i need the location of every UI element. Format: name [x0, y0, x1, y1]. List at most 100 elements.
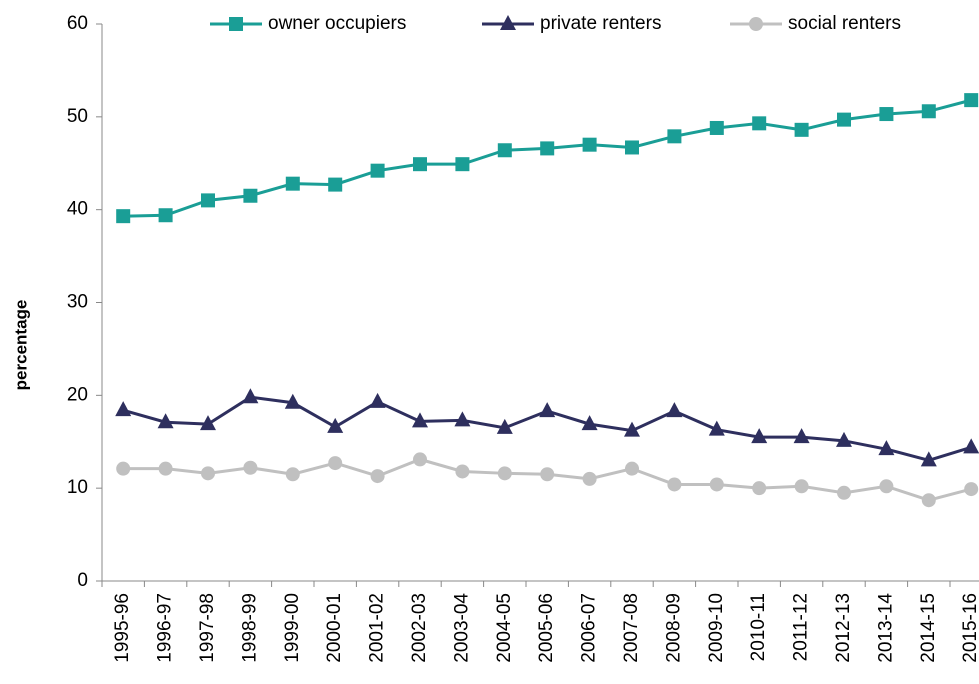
y-tick-label: 40 [67, 199, 88, 220]
y-tick-label: 10 [67, 477, 88, 498]
data-point [624, 421, 640, 437]
data-point [243, 460, 258, 475]
data-point [837, 112, 851, 127]
y-axis-label: percentage [11, 300, 30, 391]
data-point [879, 479, 894, 494]
data-point [242, 388, 259, 404]
data-point [667, 129, 682, 144]
data-point [625, 140, 639, 155]
data-point [709, 477, 724, 492]
data-point [158, 461, 173, 476]
x-tick-label: 2013-14 [875, 593, 896, 663]
x-tick-label: 1997-98 [197, 593, 218, 663]
data-point [413, 452, 427, 467]
data-point [794, 122, 809, 137]
data-point [158, 208, 173, 223]
data-point [327, 417, 344, 433]
data-point [878, 440, 895, 456]
data-point [413, 157, 427, 172]
legend-label: social renters [788, 13, 901, 34]
data-point [581, 415, 598, 431]
x-tick-label: 2000-01 [324, 593, 345, 663]
data-point [794, 479, 809, 494]
x-tick-label: 2011-12 [791, 593, 812, 661]
data-point [539, 402, 556, 418]
data-point [243, 188, 258, 203]
data-point [455, 464, 470, 479]
data-point [879, 107, 894, 122]
data-point [752, 481, 767, 496]
data-point [157, 413, 174, 429]
data-point [751, 428, 768, 444]
y-tick-label: 50 [67, 106, 88, 127]
data-point [201, 193, 215, 208]
y-tick-label: 60 [67, 13, 88, 34]
data-point [667, 477, 682, 492]
x-tick-label: 1995-96 [112, 593, 133, 663]
x-tick-label: 2004-05 [494, 593, 515, 663]
x-tick-label: 2007-08 [621, 593, 642, 663]
data-point [964, 93, 979, 108]
data-point [666, 402, 683, 418]
data-point [793, 428, 810, 444]
data-point [116, 209, 131, 224]
x-tick-label: 2001-02 [367, 593, 388, 663]
legend-marker [749, 17, 763, 31]
data-point [454, 411, 471, 427]
data-point [582, 137, 597, 152]
data-point [328, 456, 343, 471]
data-point [115, 401, 132, 417]
data-point [836, 431, 852, 447]
x-tick-label: 1998-99 [239, 593, 260, 663]
legend-label: private renters [540, 13, 661, 34]
x-tick-label: 2002-03 [409, 593, 430, 663]
legend-marker [500, 15, 516, 30]
data-point [921, 104, 936, 119]
data-point [497, 466, 512, 481]
data-point [285, 176, 300, 191]
y-tick-label: 0 [77, 570, 88, 591]
x-tick-label: 2012-13 [833, 593, 854, 663]
data-point [285, 467, 300, 482]
data-point [625, 461, 639, 476]
data-point [920, 451, 937, 467]
x-tick-label: 2009-10 [706, 593, 727, 663]
x-tick-label: 2003-04 [451, 593, 472, 663]
data-point [284, 393, 301, 409]
data-point [540, 141, 555, 156]
x-tick-label: 2010-11 [748, 593, 769, 661]
data-point [496, 418, 513, 434]
data-point [540, 467, 555, 482]
data-point [497, 143, 512, 158]
x-tick-label: 2014-15 [918, 593, 939, 663]
data-point [708, 420, 725, 436]
data-point [837, 485, 851, 500]
x-tick-label: 1996-97 [155, 593, 176, 663]
x-tick-label: 2015-16 [960, 593, 979, 663]
y-tick-label: 20 [67, 384, 88, 405]
data-point [201, 466, 215, 481]
data-point [964, 482, 979, 497]
data-point [963, 438, 979, 454]
data-point [370, 469, 385, 484]
data-point [328, 177, 343, 192]
data-point [370, 163, 385, 178]
x-tick-label: 2005-06 [536, 593, 557, 663]
data-point [116, 461, 131, 476]
x-tick-label: 2008-09 [663, 593, 684, 663]
data-point [369, 392, 386, 408]
data-point [752, 116, 767, 131]
legend-label: owner occupiers [268, 13, 406, 34]
data-point [412, 412, 428, 428]
data-point [921, 493, 936, 508]
x-tick-label: 2006-07 [579, 593, 600, 663]
data-point [455, 157, 470, 172]
legend-marker [229, 17, 243, 31]
data-point [582, 471, 597, 486]
y-tick-label: 30 [67, 292, 88, 313]
x-tick-label: 1999-00 [282, 593, 303, 663]
data-point [200, 415, 216, 431]
data-point [709, 120, 724, 135]
